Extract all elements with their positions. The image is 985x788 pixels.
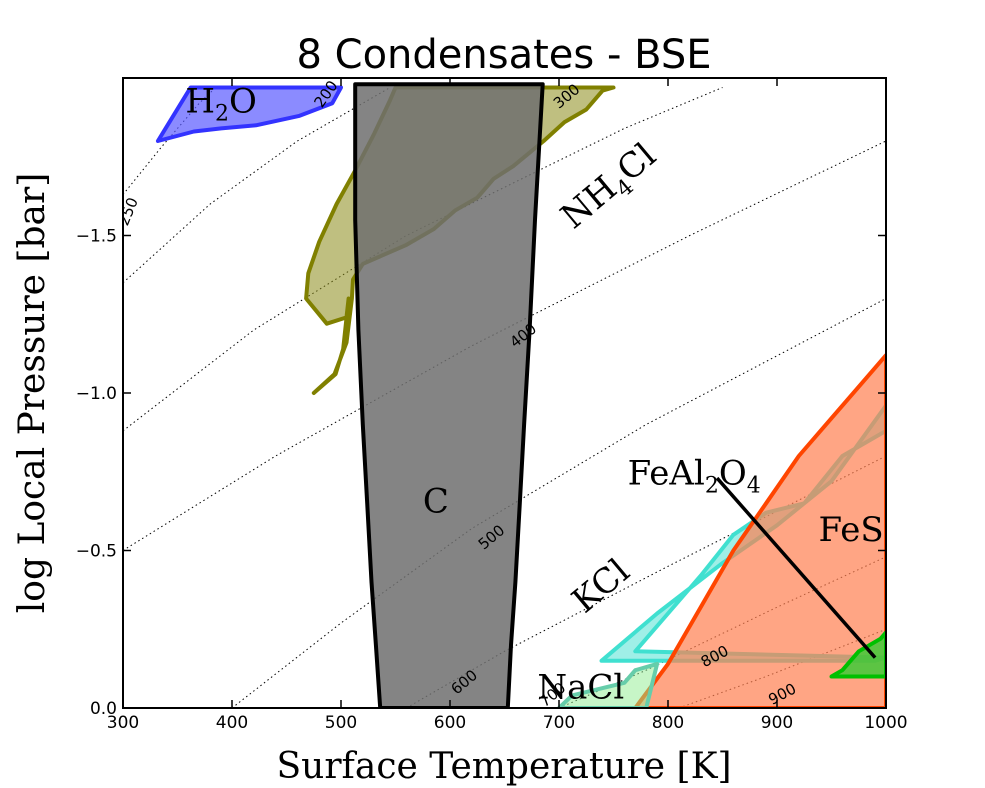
region-label-nh4cl: NH4Cl	[554, 135, 667, 240]
feal2o4-boundary-line	[715, 476, 877, 659]
y-axis-ticks: 0.0 −0.5 −1.0 −1.5	[76, 227, 886, 719]
contour-500	[123, 140, 886, 551]
region-label-kcl: KCl	[565, 551, 638, 621]
region-label-c: C	[423, 482, 449, 522]
y-tick-label-1.5: −1.5	[76, 227, 117, 247]
x-axis-ticks: 300 400 500 600 700 800 900 1000	[107, 78, 908, 733]
feal2o4-boundary	[715, 476, 877, 659]
condensate-regions	[155, 82, 886, 708]
region-feal2o4	[829, 630, 886, 679]
region-h2o	[155, 85, 343, 143]
chart-title: 8 Condensates - BSE	[296, 32, 711, 78]
region-fes	[633, 353, 886, 708]
region-label-h2o: H2O	[185, 82, 257, 127]
x-tick-label-700: 700	[543, 713, 575, 733]
region-label-fes: FeS	[819, 510, 884, 550]
x-tick-label-300: 300	[107, 713, 139, 733]
region-nacl	[557, 661, 660, 708]
x-tick-label-1000: 1000	[864, 713, 907, 733]
x-tick-label-600: 600	[434, 713, 466, 733]
x-tick-label-400: 400	[216, 713, 248, 733]
contour-300	[123, 87, 391, 284]
x-axis-label: Surface Temperature [K]	[276, 746, 731, 787]
y-tick-label-0.5: −0.5	[76, 542, 117, 562]
region-label-feal2o4: FeAl2O4	[628, 453, 761, 498]
y-tick-label-0: 0.0	[90, 699, 117, 719]
y-axis-label: log Local Pressure [bar]	[12, 173, 53, 613]
region-label-nacl: NaCl	[537, 668, 624, 708]
region-c	[353, 82, 545, 708]
x-tick-label-900: 900	[761, 713, 793, 733]
x-tick-label-500: 500	[325, 713, 357, 733]
contour-label-250: 250	[114, 195, 141, 228]
y-tick-label-1: −1.0	[76, 384, 117, 404]
x-tick-label-800: 800	[652, 713, 684, 733]
